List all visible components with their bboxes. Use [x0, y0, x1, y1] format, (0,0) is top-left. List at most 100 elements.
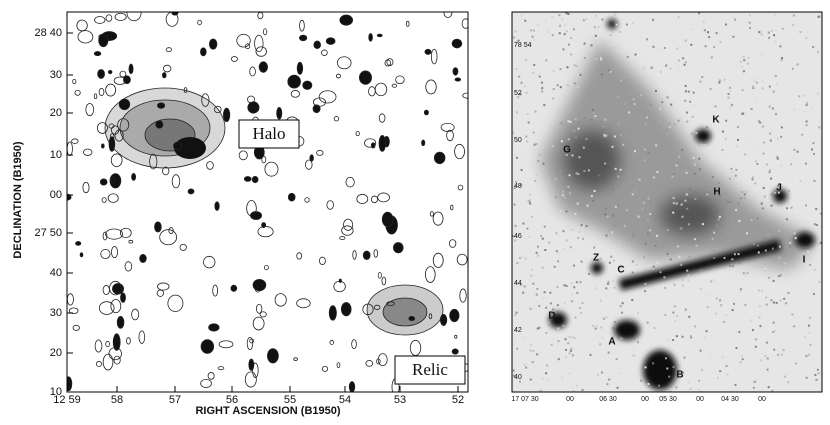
- noise: [743, 59, 746, 62]
- noise: [685, 171, 688, 174]
- noise: [558, 32, 561, 35]
- noise: [558, 165, 561, 168]
- noise: [793, 236, 796, 239]
- noise: [545, 332, 548, 335]
- noise: [533, 63, 536, 66]
- noise: [633, 190, 636, 193]
- noise: [600, 59, 603, 62]
- noise: [561, 194, 564, 197]
- x-tick-label: 17 07 30: [511, 396, 538, 403]
- noise: [619, 168, 622, 171]
- contour: [443, 12, 453, 19]
- x-tick-label: 00: [758, 396, 766, 403]
- noise: [690, 336, 693, 339]
- contour: [287, 192, 296, 202]
- noise: [687, 279, 690, 282]
- noise: [818, 280, 821, 283]
- noise: [666, 96, 669, 99]
- contour: [68, 307, 79, 314]
- noise: [629, 319, 632, 322]
- contour: [72, 78, 77, 85]
- noise: [817, 372, 820, 375]
- contour: [83, 148, 93, 156]
- noise: [784, 219, 787, 222]
- noise: [518, 380, 521, 383]
- noise: [669, 260, 672, 263]
- noise: [537, 254, 540, 257]
- noise: [649, 229, 652, 232]
- contour: [238, 150, 248, 161]
- noise: [610, 62, 613, 65]
- noise: [678, 155, 681, 158]
- noise: [564, 23, 567, 26]
- noise: [546, 364, 549, 367]
- y-tick-label: 30: [50, 307, 62, 319]
- contour: [362, 303, 374, 316]
- noise: [634, 53, 637, 56]
- noise: [609, 70, 612, 73]
- noise: [777, 184, 780, 187]
- noise: [558, 14, 561, 17]
- contour: [376, 358, 381, 365]
- contour: [245, 43, 251, 50]
- contour: [302, 80, 313, 90]
- source-label: B: [676, 370, 683, 381]
- contour: [433, 151, 446, 165]
- noise: [516, 347, 519, 350]
- noise: [520, 81, 523, 84]
- noise: [694, 238, 697, 241]
- noise: [606, 383, 609, 386]
- noise: [535, 173, 538, 176]
- contour: [263, 264, 269, 271]
- noise: [643, 159, 646, 162]
- contour: [446, 129, 454, 142]
- contour: [102, 231, 108, 241]
- contour: [223, 107, 231, 123]
- noise: [681, 148, 684, 151]
- contour: [325, 37, 336, 45]
- contour: [313, 40, 321, 49]
- noise: [732, 302, 735, 305]
- noise: [753, 243, 756, 246]
- noise: [758, 120, 761, 123]
- noise: [783, 297, 786, 300]
- noise: [532, 29, 535, 32]
- noise: [563, 284, 566, 287]
- contour: [439, 314, 448, 326]
- noise: [771, 107, 774, 110]
- noise: [534, 110, 537, 113]
- noise: [652, 362, 655, 365]
- contour: [107, 69, 113, 75]
- noise: [727, 96, 730, 99]
- noise: [790, 163, 793, 166]
- contour: [251, 175, 259, 184]
- noise: [611, 187, 614, 190]
- contour: [157, 282, 170, 291]
- noise: [670, 103, 673, 106]
- contour: [167, 294, 184, 312]
- contour: [312, 104, 321, 114]
- noise: [559, 68, 562, 71]
- noise: [815, 208, 818, 211]
- contour: [428, 313, 433, 320]
- noise: [581, 389, 584, 392]
- noise: [581, 301, 584, 304]
- noise: [577, 85, 580, 88]
- noise: [604, 207, 607, 210]
- noise: [805, 36, 808, 39]
- noise: [813, 179, 816, 182]
- noise: [706, 193, 709, 196]
- contour: [155, 120, 164, 129]
- noise: [595, 58, 598, 61]
- contour: [79, 252, 84, 258]
- noise: [572, 28, 575, 31]
- noise: [607, 282, 610, 285]
- noise: [737, 253, 740, 256]
- contour: [248, 358, 255, 371]
- noise: [778, 229, 781, 232]
- noise: [769, 169, 772, 172]
- contour: [456, 253, 468, 266]
- radio-map: [67, 12, 468, 392]
- noise: [563, 302, 566, 305]
- noise: [796, 150, 799, 153]
